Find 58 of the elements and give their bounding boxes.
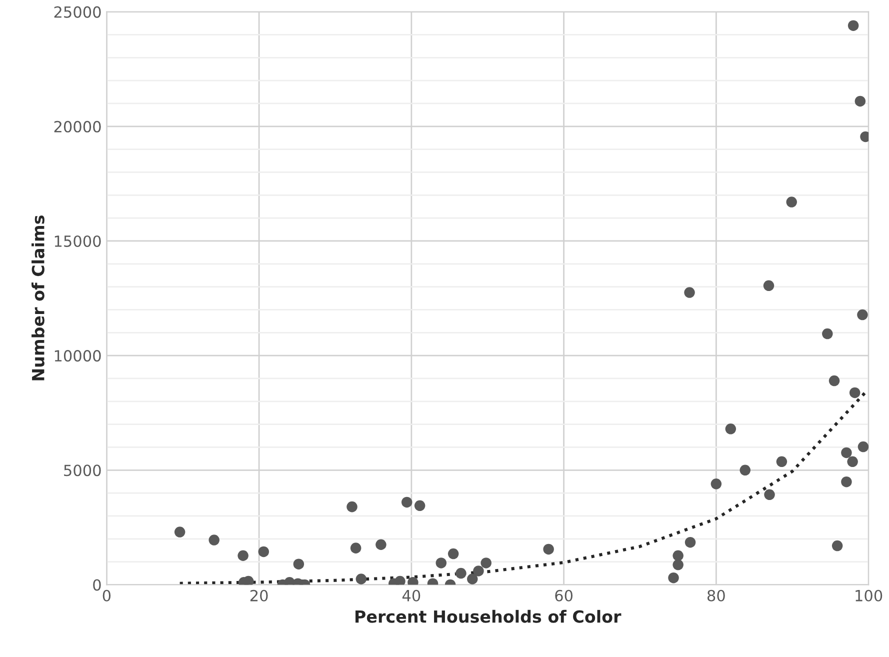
point: [849, 387, 860, 398]
x-tick-label: 0: [102, 590, 111, 602]
point: [684, 287, 695, 298]
x-tick-label: 20: [250, 590, 268, 602]
point: [725, 424, 736, 434]
point: [822, 328, 833, 340]
point: [854, 96, 866, 107]
point: [668, 572, 679, 584]
point: [841, 447, 852, 458]
point: [394, 576, 406, 585]
x-tick-label: 80: [707, 590, 725, 602]
point: [847, 456, 858, 468]
point: [710, 478, 722, 490]
point: [857, 309, 868, 320]
x-tick-label: 40: [402, 590, 420, 602]
y-tick-label: 10000: [54, 350, 101, 362]
line-series: [178, 390, 868, 585]
point: [764, 489, 775, 500]
point: [401, 496, 412, 508]
x-tick-label: 100: [856, 590, 882, 602]
point: [346, 501, 358, 512]
point: [456, 568, 466, 579]
point: [740, 464, 751, 476]
point: [350, 542, 362, 554]
point: [480, 558, 492, 568]
y-tick-label: 25000: [54, 6, 101, 18]
point: [243, 576, 254, 585]
point: [238, 550, 248, 562]
point: [448, 548, 459, 560]
y-tick-label: 5000: [64, 464, 101, 476]
point: [414, 500, 426, 512]
point: [776, 456, 788, 468]
point: [208, 534, 220, 546]
point: [174, 526, 186, 538]
x-axis-title: Percent Households of Color: [356, 610, 622, 623]
point: [832, 540, 843, 552]
point: [672, 550, 684, 562]
point: [436, 558, 447, 568]
point: [684, 536, 696, 548]
y-tick-label: 0: [93, 579, 101, 591]
point: [376, 539, 386, 550]
point: [672, 559, 684, 570]
point: [473, 566, 484, 576]
x-tick-label: 60: [555, 590, 573, 602]
point: [293, 558, 304, 570]
y-tick-label: 20000: [54, 120, 101, 132]
point: [467, 574, 478, 584]
point: [858, 441, 869, 452]
point: [356, 574, 367, 584]
y-axis-title: Number of Claims: [32, 216, 44, 380]
point: [258, 546, 270, 558]
point: [786, 196, 797, 208]
point: [841, 476, 852, 488]
point: [763, 280, 774, 292]
point: [848, 20, 859, 31]
point: [543, 544, 554, 555]
point: [828, 375, 840, 386]
y-tick-label: 15000: [54, 235, 101, 248]
